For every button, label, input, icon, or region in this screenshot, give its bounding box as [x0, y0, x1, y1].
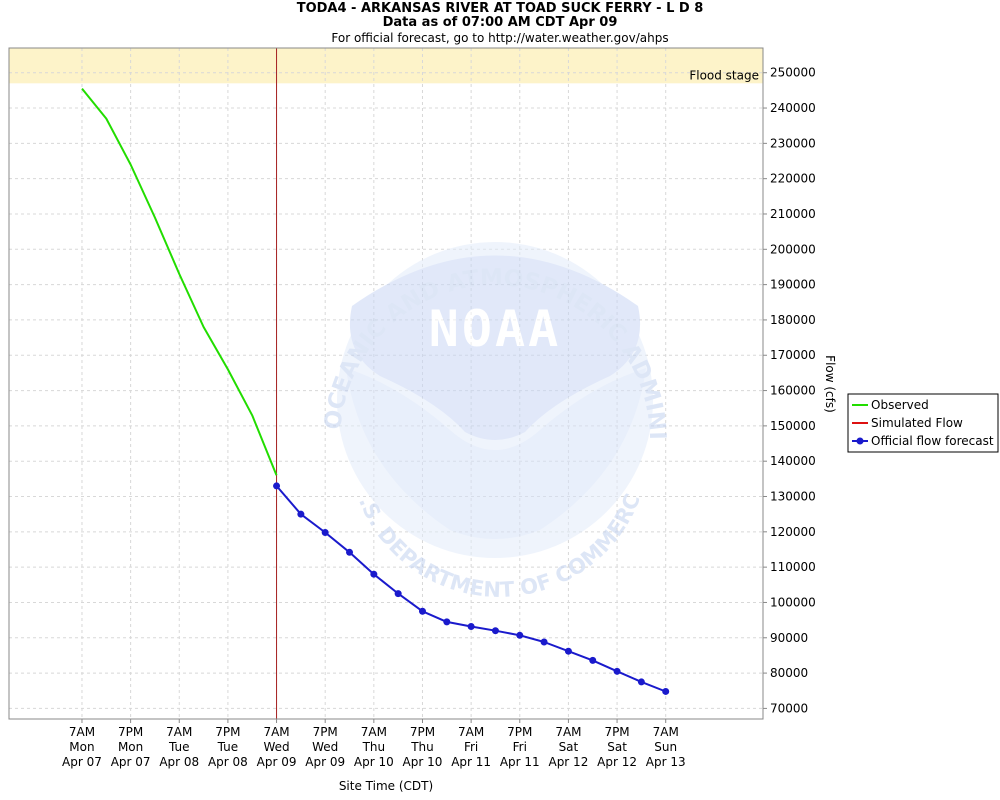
x-tick-label: 7PM	[118, 725, 143, 739]
x-tick-label: Wed	[263, 740, 289, 754]
x-tick-label: Apr 09	[257, 755, 297, 769]
x-tick-label: Apr 07	[62, 755, 102, 769]
official-forecast-link[interactable]: For official forecast, go to http://wate…	[331, 31, 668, 45]
x-tick-label: Thu	[362, 740, 386, 754]
y-tick-label: 160000	[770, 384, 816, 398]
x-tick-label: 7AM	[263, 725, 289, 739]
x-tick-label: 7PM	[410, 725, 435, 739]
x-tick-label: Apr 09	[305, 755, 345, 769]
x-tick-label: Apr 10	[403, 755, 443, 769]
legend-box	[847, 393, 999, 453]
y-tick-label: 100000	[770, 595, 816, 609]
x-tick-label: 7PM	[313, 725, 338, 739]
official-flow-forecast-point	[491, 627, 499, 635]
legend-label-forecast: Official flow forecast	[871, 434, 994, 448]
y-tick-label: 80000	[770, 666, 808, 680]
official-flow-forecast-point	[321, 529, 329, 537]
official-flow-forecast-point	[273, 482, 281, 490]
x-tick-label: 7AM	[555, 725, 581, 739]
x-tick-label: Apr 11	[451, 755, 491, 769]
x-tick-label: Wed	[312, 740, 338, 754]
y-tick-label: 210000	[770, 207, 816, 221]
legend-marker-forecast	[856, 437, 864, 445]
x-tick-label: 7PM	[215, 725, 240, 739]
flood-stage-band	[9, 48, 763, 84]
y-tick-label: 120000	[770, 525, 816, 539]
legend-label-simulated: Simulated Flow	[871, 416, 963, 430]
y-tick-label: 130000	[770, 490, 816, 504]
x-tick-label: Mon	[69, 740, 94, 754]
x-tick-label: 7PM	[507, 725, 532, 739]
official-flow-forecast-point	[540, 638, 548, 646]
y-tick-label: 170000	[770, 348, 816, 362]
y-tick-label: 200000	[770, 242, 816, 256]
x-axis-label: Site Time (CDT)	[339, 779, 433, 793]
x-tick-label: Sat	[559, 740, 579, 754]
official-flow-forecast-point	[297, 510, 305, 518]
x-tick-label: Apr 08	[208, 755, 248, 769]
plot-border	[8, 47, 764, 720]
official-flow-forecast-point	[370, 570, 378, 578]
x-tick-label: Fri	[464, 740, 478, 754]
x-tick-label: Tue	[168, 740, 190, 754]
y-axis: 70000 80000 90000 100000 110000 120000 130000 1…	[763, 66, 816, 715]
x-tick-label: 7AM	[69, 725, 95, 739]
official-flow-forecast-point	[516, 631, 524, 639]
x-tick-label: Apr 11	[500, 755, 540, 769]
official-flow-forecast-point	[443, 618, 451, 626]
official-flow-forecast-point	[346, 548, 354, 556]
y-tick-label: 240000	[770, 101, 816, 115]
x-tick-label: Sat	[607, 740, 627, 754]
x-tick-label: Fri	[513, 740, 527, 754]
x-tick-label: Apr 13	[646, 755, 686, 769]
x-tick-label: Thu	[410, 740, 434, 754]
y-tick-label: 180000	[770, 313, 816, 327]
noaa-watermark-logo-text: NOAA	[429, 300, 561, 358]
official-flow-forecast-point	[394, 590, 402, 598]
noaa-logo-lower	[346, 368, 646, 539]
y-tick-label: 140000	[770, 454, 816, 468]
official-flow-forecast-point	[418, 607, 426, 615]
y-tick-label: 150000	[770, 419, 816, 433]
chart-title: TODA4 - ARKANSAS RIVER AT TOAD SUCK FERR…	[297, 1, 704, 16]
x-tick-label: Apr 12	[548, 755, 588, 769]
official-flow-forecast-point	[467, 622, 475, 630]
y-tick-label: 110000	[770, 560, 816, 574]
flood-stage-label: Flood stage	[689, 68, 759, 82]
x-tick-label: Apr 07	[111, 755, 151, 769]
official-flow-forecast-point	[637, 678, 645, 686]
x-tick-label: 7AM	[653, 725, 679, 739]
y-tick-label: 190000	[770, 278, 816, 292]
x-tick-label: 7AM	[166, 725, 192, 739]
x-tick-label: Mon	[118, 740, 143, 754]
x-tick-label: 7AM	[361, 725, 387, 739]
x-tick-label: Tue	[217, 740, 239, 754]
x-tick-label: Apr 12	[597, 755, 637, 769]
y-tick-label: 250000	[770, 66, 816, 80]
x-tick-label: 7PM	[604, 725, 629, 739]
noaa-logo-bird	[349, 255, 641, 440]
x-tick-label: 7AM	[458, 725, 484, 739]
x-tick-label: Sun	[654, 740, 677, 754]
x-tick-label: Apr 10	[354, 755, 394, 769]
legend: Observed Simulated Flow Official flow fo…	[847, 393, 999, 453]
legend-label-observed: Observed	[871, 398, 929, 412]
official-flow-forecast-point	[589, 656, 597, 664]
y-axis-label: Flow (cfs)	[823, 355, 837, 413]
official-flow-forecast-point	[613, 667, 621, 675]
y-tick-label: 90000	[770, 631, 808, 645]
official-flow-forecast-point	[564, 647, 572, 655]
y-tick-label: 70000	[770, 701, 808, 715]
official-flow-forecast-point	[662, 687, 670, 695]
series-layer	[81, 87, 670, 695]
observed-line	[81, 87, 278, 476]
y-tick-label: 220000	[770, 172, 816, 186]
x-tick-label: Apr 08	[159, 755, 199, 769]
y-tick-label: 230000	[770, 136, 816, 150]
chart-subtitle: Data as of 07:00 AM CDT Apr 09	[383, 15, 618, 30]
